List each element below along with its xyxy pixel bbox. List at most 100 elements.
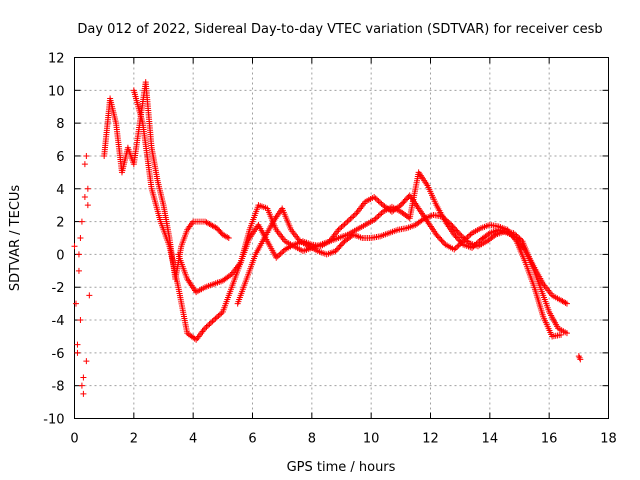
chart-title: Day 012 of 2022, Sidereal Day-to-day VTE… <box>77 22 602 37</box>
data-point <box>335 245 342 252</box>
data-point <box>72 300 79 307</box>
data-point <box>455 230 462 237</box>
data-point <box>215 312 222 319</box>
data-point <box>212 315 219 322</box>
data-point <box>344 218 351 225</box>
data-point <box>439 213 446 220</box>
y-tick-label: -2 <box>52 281 65 296</box>
data-point <box>371 216 378 223</box>
data-point <box>83 358 90 365</box>
data-point <box>440 215 447 222</box>
data-point <box>337 242 344 249</box>
y-tick-label: 6 <box>56 150 64 165</box>
data-point <box>455 235 462 242</box>
data-point <box>350 213 357 220</box>
data-point <box>338 224 345 231</box>
data-point <box>515 234 522 241</box>
data-point <box>191 335 198 342</box>
data-point <box>345 217 352 224</box>
data-point <box>202 325 209 332</box>
y-tick-label: -6 <box>52 347 65 362</box>
data-point <box>513 232 520 239</box>
data-point <box>463 237 470 244</box>
data-point <box>216 311 223 318</box>
data-point <box>342 219 349 226</box>
data-point <box>77 235 84 241</box>
data-point <box>454 228 461 235</box>
y-tick-label: 2 <box>56 216 64 231</box>
data-point <box>78 382 85 389</box>
data-point <box>457 238 464 245</box>
data-point <box>467 231 474 238</box>
data-point <box>577 356 584 363</box>
x-tick-label: 10 <box>363 432 380 447</box>
x-tick-label: 8 <box>308 432 316 447</box>
data-point <box>74 349 81 356</box>
data-point <box>397 202 404 209</box>
data-point <box>209 318 216 325</box>
data-point <box>377 211 384 218</box>
data-point <box>372 215 379 222</box>
x-axis-label: GPS time / hours <box>287 460 396 475</box>
data-point <box>400 199 407 206</box>
data-point <box>203 323 210 330</box>
x-tick-label: 16 <box>541 432 558 447</box>
x-tick-label: 2 <box>130 432 138 447</box>
data-point <box>510 230 517 237</box>
data-point <box>451 231 458 238</box>
data-point <box>80 374 87 381</box>
data-point <box>335 226 342 233</box>
y-tick-label: 0 <box>56 248 64 263</box>
data-point <box>341 221 348 228</box>
data-point <box>372 195 379 202</box>
x-tick-label: 18 <box>600 432 617 447</box>
data-point <box>81 193 88 200</box>
data-point <box>562 299 569 306</box>
data-point <box>485 231 492 238</box>
data-point <box>340 239 347 246</box>
data-point <box>377 199 384 206</box>
data-point <box>464 238 471 245</box>
data-point <box>458 233 465 240</box>
data-point <box>78 218 85 225</box>
data-point <box>450 224 457 231</box>
data-point <box>273 254 280 261</box>
data-point <box>206 321 213 328</box>
data-point <box>80 390 87 397</box>
data-point <box>371 193 378 200</box>
data-point <box>452 245 459 252</box>
data-point <box>453 227 460 234</box>
data-point <box>280 247 287 254</box>
data-point <box>448 221 455 228</box>
data-point <box>401 197 408 204</box>
y-tick-label: -10 <box>43 413 64 428</box>
data-point <box>277 250 284 257</box>
data-point <box>461 235 468 242</box>
data-point <box>374 214 381 221</box>
data-point <box>227 272 234 279</box>
data-point <box>347 215 354 222</box>
x-tick-label: 0 <box>70 432 78 447</box>
data-point <box>210 317 217 324</box>
data-point <box>71 243 78 250</box>
data-point <box>433 231 440 238</box>
data-point <box>460 234 467 241</box>
data-point <box>205 322 211 329</box>
data-point <box>420 216 427 223</box>
data-point <box>213 314 220 321</box>
data-point <box>491 232 498 239</box>
data-point <box>453 234 460 241</box>
data-point <box>454 243 461 250</box>
data-point <box>332 248 339 255</box>
data-point <box>446 220 453 227</box>
y-tick-label: 4 <box>56 183 64 198</box>
x-tick-label: 12 <box>422 432 439 447</box>
series-pass-c <box>175 169 570 307</box>
data-point <box>449 223 456 230</box>
data-point <box>75 267 82 274</box>
data-point <box>517 236 524 243</box>
data-point <box>225 235 232 241</box>
x-tick-label: 14 <box>482 432 499 447</box>
data-point <box>86 292 93 299</box>
